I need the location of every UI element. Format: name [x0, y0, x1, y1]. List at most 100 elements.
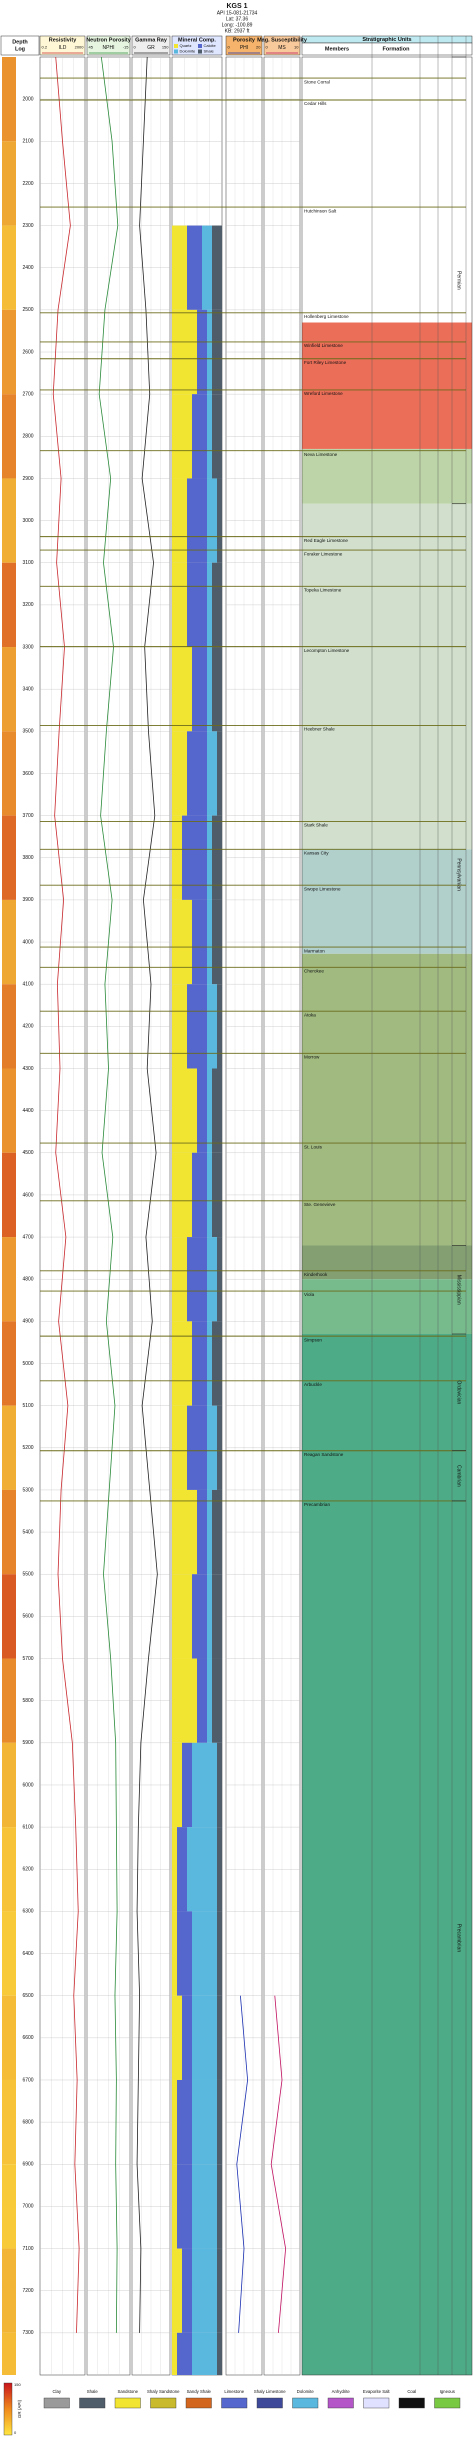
mineral-segment: [177, 2079, 192, 2165]
depth-label: 5500: [22, 1572, 33, 1578]
mineral-segment: [217, 1911, 222, 1996]
scale-min: 0.2: [42, 45, 48, 50]
member-name: Topeka Limestone: [304, 588, 342, 593]
series-name: Dolomite: [180, 49, 197, 54]
mineral-segment: [217, 2079, 222, 2165]
mineral-segment: [172, 2164, 177, 2249]
mineral-segment: [172, 2332, 177, 2375]
track-header: [39, 35, 86, 56]
depth-color-log: [2, 225, 16, 310]
legend-swatch: [292, 2397, 319, 2409]
series-name: PHI: [240, 45, 248, 51]
depth-label: 6300: [22, 1909, 33, 1915]
mineral-segment: [212, 1152, 222, 1238]
mineral-segment: [192, 1321, 207, 1406]
header-line: Long: -100.89: [222, 22, 253, 28]
mineral-segment: [177, 1911, 192, 1996]
depth-color-log: [2, 2332, 16, 2375]
track-title: Neutron Porosity: [86, 37, 132, 43]
series-name: Calcite: [204, 43, 217, 48]
strat-zone: [302, 1279, 472, 1335]
mineral-segment: [192, 1152, 207, 1238]
legend-label: Shaly Limestone: [254, 2389, 286, 2394]
depth-color-log: [2, 141, 16, 226]
legend-label: Shale: [87, 2389, 99, 2394]
mineral-segment: [212, 1489, 222, 1575]
mineral-segment: [172, 225, 187, 310]
mineral-segment: [192, 899, 207, 985]
mineral-segment: [207, 1321, 212, 1406]
mineral-segment: [207, 394, 212, 479]
mineral-segment: [177, 2164, 192, 2249]
track-header: [131, 35, 171, 56]
mineral-segment: [207, 1405, 217, 1490]
mineral-segment: [212, 815, 222, 900]
track-header: [86, 35, 131, 56]
strat-subheader: [301, 42, 473, 56]
depth-label: 4000: [22, 939, 33, 945]
mineral-segment: [187, 984, 207, 1069]
member-name: Stone Corral: [304, 79, 330, 84]
depth-label: 4100: [22, 982, 33, 988]
legend-swatch: [434, 2397, 461, 2409]
depth-label: 6900: [22, 2162, 33, 2168]
depth-color-log: [2, 984, 16, 1069]
track-title: Mag. Susceptibility: [257, 37, 308, 43]
mineral-segment: [172, 1827, 177, 1912]
mineral-segment: [172, 2079, 177, 2165]
mineral-segment: [172, 984, 187, 1069]
mineral-segment: [207, 1152, 212, 1238]
mineral-segment: [172, 1068, 197, 1153]
mineral-segment: [172, 1152, 192, 1238]
formation-title: Formation: [383, 46, 411, 52]
depth-label: 6700: [22, 2077, 33, 2083]
legend-swatch: [174, 49, 178, 54]
member-name: Reagan Sandstone: [304, 1452, 344, 1457]
system-name: Mississippian: [456, 1275, 462, 1305]
depth-color-log: [2, 1405, 16, 1490]
member-name: Foraker Limestone: [304, 551, 343, 556]
depth-label: 3200: [22, 602, 33, 608]
depth-label: 3400: [22, 687, 33, 693]
depth-label: 4400: [22, 1108, 33, 1114]
member-name: Winfield Limestone: [304, 343, 343, 348]
mineral-segment: [187, 478, 207, 563]
mineral-segment: [212, 647, 222, 732]
depth-color-log: [2, 1827, 16, 1912]
scale-max: 10: [294, 45, 299, 50]
mineral-segment: [207, 562, 212, 648]
depth-label: 2900: [22, 476, 33, 482]
depth-color-log: [2, 1068, 16, 1153]
legend-swatch: [198, 49, 202, 54]
depth-color-log: [2, 815, 16, 900]
depth-label: 4700: [22, 1234, 33, 1240]
series-name: NPHI: [103, 45, 115, 51]
depth-label: 6000: [22, 1782, 33, 1788]
colorbar-max: 150: [14, 2382, 21, 2387]
strat-zone: [302, 448, 472, 504]
mineral-segment: [172, 394, 192, 479]
mineral-segment: [212, 394, 222, 479]
legend-label: Coal: [407, 2389, 416, 2394]
track-header: [225, 35, 263, 56]
depth-label: 2600: [22, 349, 33, 355]
legend-label: Igneous: [440, 2389, 455, 2394]
mineral-segment: [207, 731, 217, 816]
mineral-segment: [182, 815, 207, 900]
mineral-segment: [172, 1742, 182, 1828]
mineral-segment: [212, 309, 222, 395]
legend-label: Limestone: [224, 2389, 244, 2394]
log-curve: [52, 56, 80, 2333]
legend-swatch: [150, 2397, 177, 2409]
system-name: Cambrian: [456, 1465, 462, 1487]
track-title: Resistivity: [49, 37, 77, 43]
mineral-segment: [172, 1405, 187, 1490]
mineral-segment: [172, 815, 182, 900]
depth-label: 2500: [22, 307, 33, 313]
mineral-segment: [172, 1237, 187, 1322]
mineral-segment: [217, 1405, 222, 1490]
member-name: Atoka: [304, 1012, 316, 1017]
legend-swatch: [221, 2397, 248, 2409]
mineral-segment: [187, 1827, 217, 1912]
member-name: Heebner Shale: [304, 727, 335, 732]
